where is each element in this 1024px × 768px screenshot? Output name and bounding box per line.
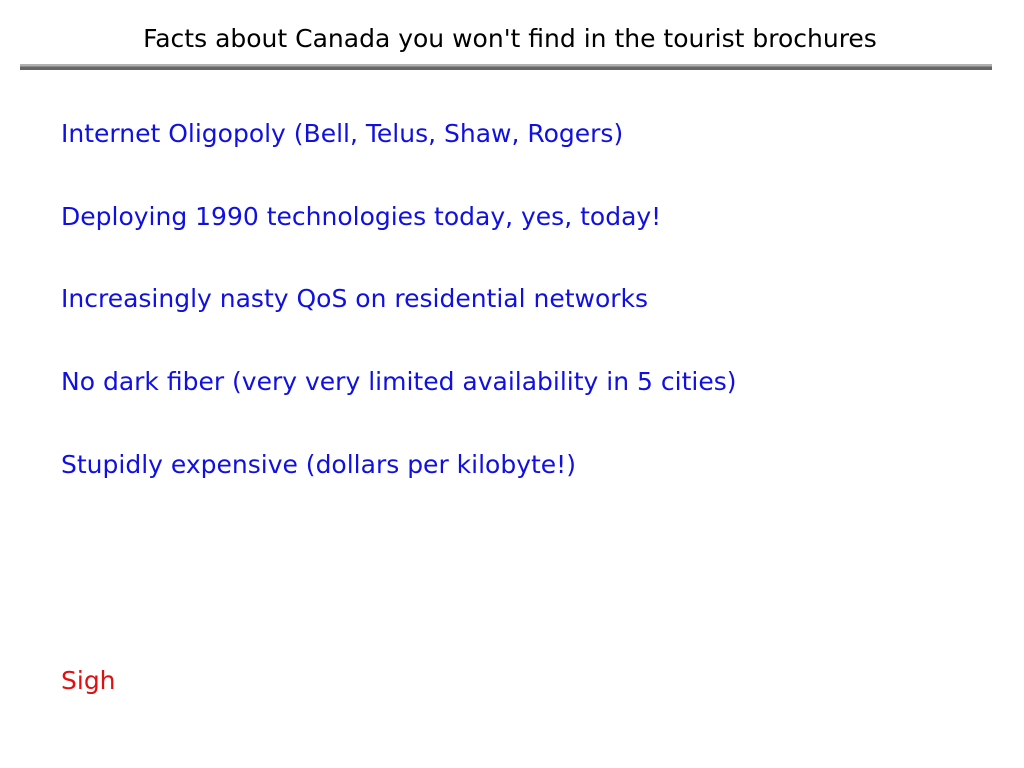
bullet-item: Deploying 1990 technologies today, yes, … xyxy=(61,202,662,231)
title-divider xyxy=(20,64,992,70)
bullet-item: Stupidly expensive (dollars per kilobyte… xyxy=(61,450,576,479)
bullet-item: No dark fiber (very very limited availab… xyxy=(61,367,737,396)
bullet-item: Internet Oligopoly (Bell, Telus, Shaw, R… xyxy=(61,119,624,148)
closing-remark: Sigh xyxy=(61,666,116,695)
bullet-item: Increasingly nasty QoS on residential ne… xyxy=(61,284,649,313)
slide-title: Facts about Canada you won't find in the… xyxy=(143,24,877,53)
